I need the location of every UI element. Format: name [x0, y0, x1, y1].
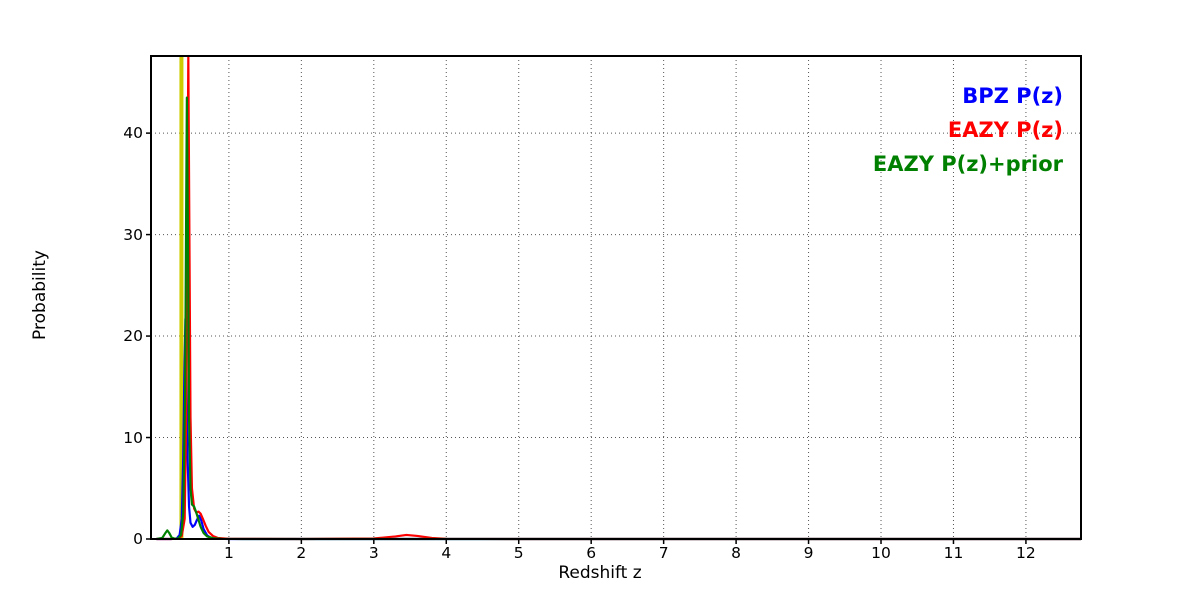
legend-entry-1: EAZY P(z) [947, 118, 1063, 142]
y-tick-label: 20 [123, 327, 143, 346]
legend-entry-2: EAZY P(z)+prior [872, 152, 1063, 176]
x-tick-label: 2 [296, 544, 307, 562]
x-axis-label: Redshift z [558, 563, 642, 583]
y-tick-label: 0 [133, 530, 143, 548]
x-tick-label: 5 [513, 544, 524, 562]
x-tick-label: 7 [658, 544, 669, 562]
x-tick-label: 12 [1016, 544, 1036, 562]
x-tick-label: 3 [368, 544, 379, 562]
y-axis-label: Probability [30, 250, 50, 340]
x-tick-label: 11 [943, 544, 964, 562]
x-tick-label: 4 [441, 544, 452, 562]
plot-frame [150, 55, 1082, 540]
y-tick-label: 40 [123, 124, 143, 143]
chart-legend: BPZ P(z) EAZY P(z) EAZY P(z)+prior [0, 0, 1081, 200]
x-tick-label: 6 [586, 544, 597, 562]
x-tick-label: 10 [871, 544, 891, 562]
plot-background [151, 56, 1081, 539]
x-tick-label: 1 [223, 544, 234, 562]
y-tick-label: 30 [123, 225, 143, 244]
x-tick-label: 9 [803, 544, 814, 562]
y-tick-label: 10 [123, 428, 143, 447]
legend-entry-0: BPZ P(z) [962, 84, 1063, 108]
x-tick-label: 8 [731, 544, 742, 562]
